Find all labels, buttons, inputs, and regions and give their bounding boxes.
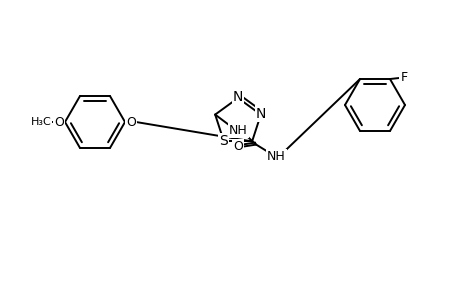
Text: O: O [233, 140, 243, 153]
Text: F: F [400, 70, 407, 83]
Text: N: N [255, 106, 265, 121]
Text: NH: NH [228, 124, 247, 137]
Text: O: O [126, 116, 136, 128]
Text: NH: NH [266, 150, 285, 163]
Text: S: S [219, 134, 228, 148]
Text: H₃C: H₃C [31, 117, 51, 127]
Text: O: O [54, 116, 64, 128]
Text: N: N [232, 90, 243, 104]
